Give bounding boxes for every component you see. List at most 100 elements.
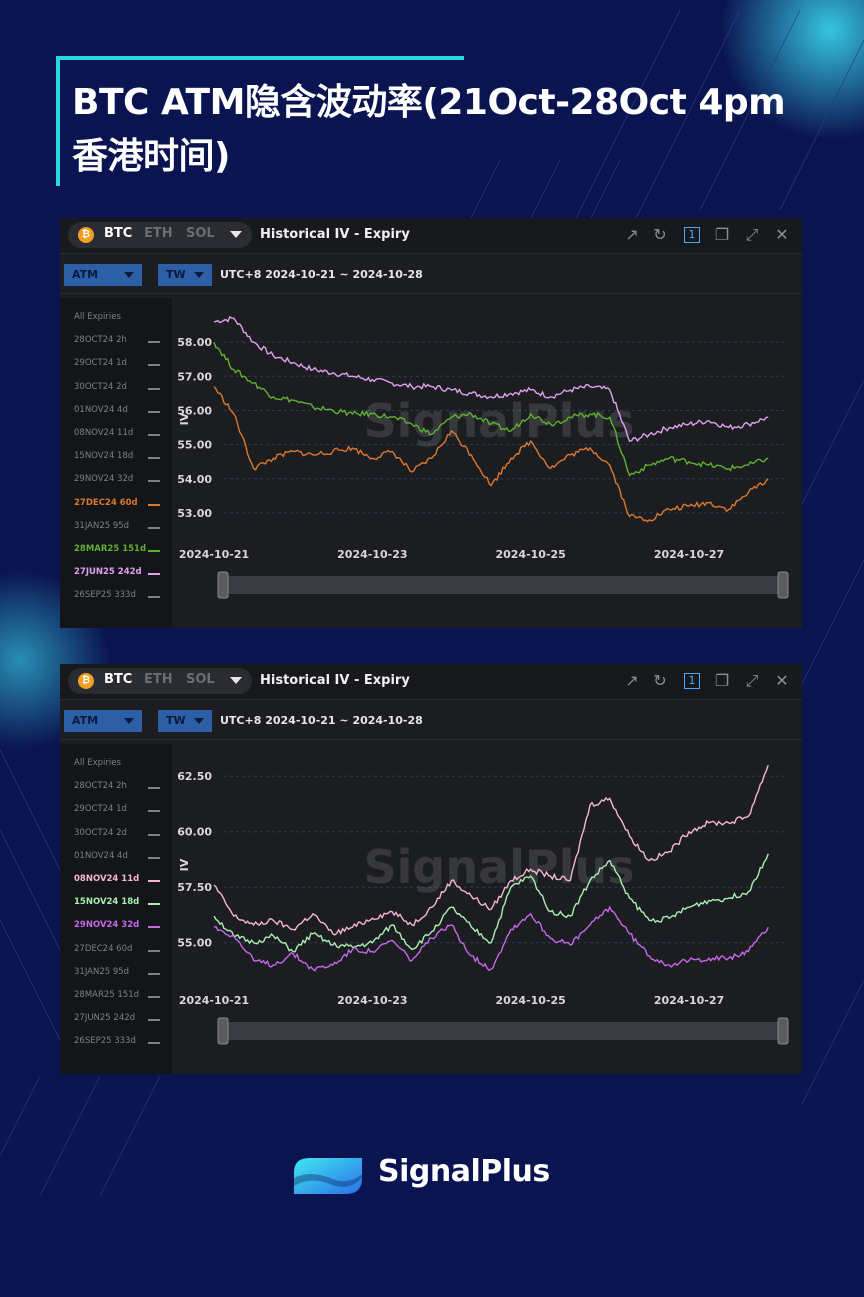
expiry-item[interactable]: 30OCT24 2d bbox=[74, 381, 127, 392]
expiry-item[interactable]: 15NOV24 18d bbox=[74, 451, 134, 462]
layout-one-icon[interactable]: 1 bbox=[684, 227, 700, 243]
expiry-list: All Expiries 28OCT24 2h 29OCT24 1d 30OCT24 … bbox=[60, 298, 172, 628]
expiry-legend-dash bbox=[148, 856, 160, 859]
y-tick-label: 62.50 bbox=[177, 770, 212, 783]
expiry-item[interactable]: 27JUN25 242d bbox=[74, 567, 142, 578]
expiry-item[interactable]: 01NOV24 4d bbox=[74, 850, 128, 861]
expiry-item[interactable]: 26SEP25 333d bbox=[74, 590, 136, 601]
expiry-legend-dash bbox=[148, 434, 160, 436]
expiry-item[interactable]: 27JUN25 242d bbox=[74, 1013, 136, 1024]
x-tick-label: 2024-10-25 bbox=[495, 994, 565, 1007]
expiry-item[interactable]: 28MAR25 151d bbox=[74, 544, 147, 554]
expiry-item[interactable]: 27DEC24 60d bbox=[74, 943, 133, 954]
copy-window-icon[interactable]: ❐ bbox=[714, 225, 730, 244]
coin-tab-sol[interactable]: SOL bbox=[186, 672, 215, 687]
bitcoin-icon: ₿ bbox=[78, 227, 94, 243]
expiry-item[interactable]: 08NOV24 11d bbox=[74, 874, 140, 884]
timeframe-dropdown[interactable]: TW bbox=[158, 264, 212, 286]
expiry-item[interactable]: 15NOV24 18d bbox=[74, 897, 140, 908]
coin-selector[interactable]: ₿ BTC ETH SOL bbox=[68, 222, 252, 248]
close-icon[interactable]: ✕ bbox=[775, 225, 789, 244]
expiry-item[interactable]: 28MAR25 151d bbox=[74, 990, 140, 1000]
atm-dropdown-label: ATM bbox=[72, 268, 99, 281]
y-tick-label: 54.00 bbox=[177, 473, 212, 486]
iv-chart-2: 55.00 57.50 60.00 62.50 IV SignalPlus 2024-10-… bbox=[172, 740, 802, 1074]
expiry-legend-dash bbox=[148, 364, 160, 367]
chevron-down-icon[interactable] bbox=[230, 677, 242, 684]
y-tick-label: 55.00 bbox=[177, 937, 212, 950]
range-slider-handle-right[interactable] bbox=[777, 571, 789, 599]
iv-chart-1: 53.00 54.00 55.00 56.00 57.00 58.00 IV SignalPl… bbox=[172, 294, 802, 628]
expiry-legend-dash bbox=[148, 573, 160, 576]
atm-dropdown[interactable]: ATM bbox=[64, 264, 142, 286]
range-slider-track[interactable] bbox=[224, 576, 784, 594]
external-link-icon[interactable]: ↗ bbox=[625, 671, 639, 690]
iv-panel-1: ₿ BTC ETH SOL Historical IV - Expiry ↗ ↻… bbox=[60, 218, 802, 628]
range-slider-handle-left[interactable] bbox=[217, 571, 229, 599]
range-slider-handle-left[interactable] bbox=[217, 1017, 229, 1045]
expiry-item[interactable]: 28OCT24 2h bbox=[74, 335, 127, 346]
expiry-item[interactable]: 30OCT24 2d bbox=[74, 827, 127, 838]
expiry-legend-dash bbox=[148, 596, 160, 599]
coin-tab-eth[interactable]: ETH bbox=[144, 226, 173, 241]
copy-window-icon[interactable]: ❐ bbox=[714, 671, 730, 690]
title-accent-line bbox=[56, 56, 464, 60]
series-line bbox=[213, 315, 769, 443]
expiry-item[interactable]: 01NOV24 4d bbox=[74, 404, 128, 415]
expiry-item[interactable]: 29OCT24 1d bbox=[74, 358, 127, 369]
refresh-icon[interactable]: ↻ bbox=[653, 225, 667, 244]
close-icon[interactable]: ✕ bbox=[775, 671, 789, 690]
expiry-legend-dash bbox=[148, 810, 160, 813]
coin-tab-btc[interactable]: BTC bbox=[104, 226, 133, 241]
expiry-item[interactable]: 31JAN25 95d bbox=[74, 520, 130, 531]
coin-tab-btc[interactable]: BTC bbox=[104, 672, 133, 687]
panel-title: Historical IV - Expiry bbox=[260, 673, 410, 688]
expiry-item[interactable]: 08NOV24 11d bbox=[74, 428, 134, 438]
expiry-item[interactable]: 29NOV24 32d bbox=[74, 474, 134, 485]
x-tick-label: 2024-10-23 bbox=[337, 994, 407, 1007]
expiry-item[interactable]: All Expiries bbox=[74, 758, 121, 768]
x-tick-label: 2024-10-21 bbox=[179, 994, 249, 1007]
expiry-item[interactable]: 27DEC24 60d bbox=[74, 497, 138, 508]
timeframe-dropdown[interactable]: TW bbox=[158, 710, 212, 732]
series-line bbox=[213, 386, 769, 523]
expiry-item[interactable]: 26SEP25 333d bbox=[74, 1036, 136, 1047]
coin-selector[interactable]: ₿ BTC ETH SOL bbox=[68, 668, 252, 694]
expiry-item[interactable]: 28OCT24 2h bbox=[74, 781, 127, 792]
x-tick-label: 2024-10-23 bbox=[337, 548, 407, 561]
expiry-item[interactable]: 29OCT24 1d bbox=[74, 804, 127, 815]
iv-panel-2: ₿ BTC ETH SOL Historical IV - Expiry ↗ ↻… bbox=[60, 664, 802, 1074]
expiry-legend-dash bbox=[148, 387, 160, 390]
expiry-item[interactable]: All Expiries bbox=[74, 312, 121, 322]
external-link-icon[interactable]: ↗ bbox=[625, 225, 639, 244]
coin-tab-sol[interactable]: SOL bbox=[186, 226, 215, 241]
expand-icon[interactable]: ⤢ bbox=[745, 225, 759, 244]
expiry-item[interactable]: 31JAN25 95d bbox=[74, 966, 130, 977]
panel-toolbar: ₿ BTC ETH SOL Historical IV - Expiry ↗ ↻… bbox=[60, 664, 802, 700]
range-slider-track[interactable] bbox=[224, 1022, 784, 1040]
expiry-item[interactable]: 29NOV24 32d bbox=[74, 920, 140, 931]
page-title: BTC ATM隐含波动率(21Oct-28Oct 4pm 香港时间) bbox=[72, 82, 786, 177]
expiry-legend-dash bbox=[148, 996, 160, 998]
filter-bar: ATM TW UTC+8 2024-10-21 ~ 2024-10-28 bbox=[60, 700, 802, 740]
expiry-legend-dash bbox=[148, 1042, 160, 1045]
signalplus-logo-icon bbox=[294, 1158, 362, 1194]
layout-one-icon[interactable]: 1 bbox=[684, 673, 700, 689]
range-slider-handle-right[interactable] bbox=[777, 1017, 789, 1045]
expiry-legend-dash bbox=[148, 972, 160, 975]
expiry-legend-dash bbox=[148, 457, 160, 460]
coin-tab-eth[interactable]: ETH bbox=[144, 672, 173, 687]
series-line bbox=[213, 341, 769, 477]
series-line bbox=[213, 905, 769, 972]
expiry-legend-dash bbox=[148, 480, 160, 483]
filter-bar: ATM TW UTC+8 2024-10-21 ~ 2024-10-28 bbox=[60, 254, 802, 294]
atm-dropdown[interactable]: ATM bbox=[64, 710, 142, 732]
chevron-down-icon[interactable] bbox=[230, 231, 242, 238]
bitcoin-icon: ₿ bbox=[78, 673, 94, 689]
panel-title: Historical IV - Expiry bbox=[260, 227, 410, 242]
expand-icon[interactable]: ⤢ bbox=[745, 671, 759, 690]
chevron-down-icon bbox=[194, 718, 204, 724]
refresh-icon[interactable]: ↻ bbox=[653, 671, 667, 690]
watermark: SignalPlus bbox=[364, 394, 635, 448]
timeframe-dropdown-label: TW bbox=[166, 268, 186, 281]
